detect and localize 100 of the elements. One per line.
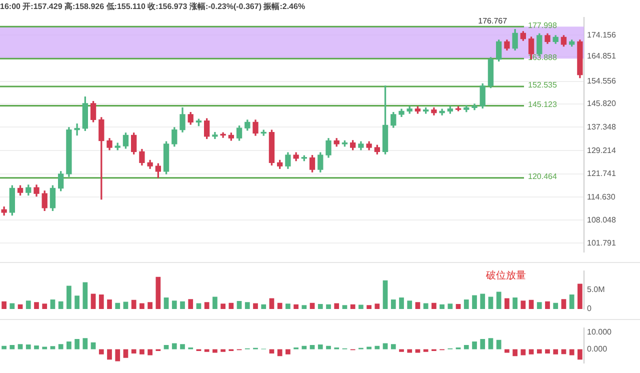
bar bbox=[244, 302, 250, 309]
bar bbox=[18, 344, 23, 350]
bar bbox=[415, 302, 420, 309]
bar bbox=[188, 299, 194, 309]
ref-line-label: 163.888 bbox=[528, 52, 558, 62]
bar bbox=[212, 296, 218, 309]
bar bbox=[432, 302, 436, 309]
bar bbox=[34, 345, 39, 350]
bar bbox=[326, 304, 331, 309]
bar bbox=[350, 304, 356, 309]
bar bbox=[18, 304, 23, 309]
ref-line-label: 152.535 bbox=[528, 80, 558, 90]
y-tick-label: 164.851 bbox=[587, 52, 616, 61]
bar bbox=[58, 301, 64, 309]
bar bbox=[66, 342, 72, 350]
bar bbox=[358, 304, 364, 309]
bar bbox=[504, 298, 510, 309]
bar bbox=[326, 346, 331, 350]
bar bbox=[90, 294, 96, 309]
bar bbox=[374, 346, 380, 350]
bar bbox=[212, 349, 218, 353]
bar bbox=[536, 349, 542, 354]
bar bbox=[423, 303, 428, 309]
bar bbox=[520, 349, 526, 356]
bar bbox=[50, 346, 56, 350]
bar bbox=[512, 298, 518, 309]
bar bbox=[488, 338, 494, 350]
bar bbox=[302, 346, 307, 350]
bar bbox=[504, 349, 510, 353]
bar bbox=[220, 304, 226, 309]
bar bbox=[569, 349, 574, 356]
bar bbox=[472, 342, 477, 350]
bar bbox=[220, 349, 226, 352]
annotation: 破位放量 bbox=[485, 270, 526, 282]
bar bbox=[472, 295, 477, 309]
bar bbox=[578, 349, 582, 360]
bar bbox=[407, 300, 412, 309]
bar bbox=[82, 338, 88, 350]
bar bbox=[448, 304, 453, 309]
bar bbox=[407, 349, 412, 353]
bar bbox=[302, 305, 307, 309]
bar bbox=[42, 346, 48, 350]
bar bbox=[131, 300, 136, 309]
bar bbox=[131, 349, 136, 354]
y-tick-label: 145.820 bbox=[587, 99, 616, 108]
bar bbox=[342, 305, 348, 309]
bar bbox=[180, 344, 185, 350]
bar bbox=[50, 299, 56, 309]
bar bbox=[90, 342, 96, 350]
bar bbox=[310, 302, 315, 309]
y-tick-label: 10.000 bbox=[587, 327, 612, 336]
ref-line-label: 177.998 bbox=[528, 20, 558, 30]
chart-title: 16:00 开:157.429 高:158.926 低:155.110 收:156.973 涨幅:-0.23%(-0.367) 振幅:2.46% bbox=[0, 1, 306, 12]
bar bbox=[382, 280, 388, 309]
bar bbox=[98, 349, 104, 354]
bar bbox=[148, 349, 152, 356]
y-tick-label: 108.048 bbox=[587, 215, 616, 224]
bar bbox=[520, 300, 526, 309]
y-tick-label: 129.214 bbox=[587, 146, 616, 155]
bar bbox=[26, 300, 31, 309]
bar bbox=[286, 304, 290, 309]
ref-line-label: 145.123 bbox=[528, 100, 558, 109]
bar bbox=[140, 303, 144, 309]
bar bbox=[74, 296, 80, 309]
bar bbox=[42, 304, 48, 309]
bar bbox=[440, 304, 444, 309]
bar bbox=[286, 349, 290, 354]
bar bbox=[123, 349, 128, 358]
bar bbox=[2, 301, 6, 309]
bar bbox=[528, 349, 534, 354]
y-tick-label: 0 bbox=[587, 304, 592, 314]
bar bbox=[536, 302, 542, 309]
bar bbox=[58, 344, 64, 350]
bar bbox=[382, 343, 388, 350]
y-tick-label: 121.741 bbox=[587, 169, 616, 178]
bar bbox=[261, 304, 266, 309]
bar bbox=[26, 344, 31, 350]
bar bbox=[164, 344, 169, 350]
bar bbox=[294, 304, 298, 309]
bar bbox=[553, 349, 558, 354]
annotation: 176.767 bbox=[478, 16, 508, 26]
bar bbox=[98, 294, 104, 309]
bar bbox=[569, 294, 574, 309]
bar bbox=[456, 304, 461, 309]
bar bbox=[334, 303, 340, 309]
bar bbox=[318, 344, 323, 350]
y-tick-label: 101.791 bbox=[587, 238, 616, 248]
bar bbox=[366, 346, 372, 350]
bar bbox=[366, 305, 372, 309]
bar bbox=[180, 301, 185, 309]
bar bbox=[66, 286, 72, 309]
bar bbox=[464, 344, 469, 350]
bar bbox=[496, 340, 502, 350]
bar bbox=[480, 294, 486, 309]
bar bbox=[390, 299, 396, 309]
bar bbox=[277, 349, 282, 356]
bar bbox=[423, 349, 428, 352]
bar bbox=[2, 346, 6, 350]
bar bbox=[269, 298, 274, 309]
bar bbox=[228, 302, 234, 309]
